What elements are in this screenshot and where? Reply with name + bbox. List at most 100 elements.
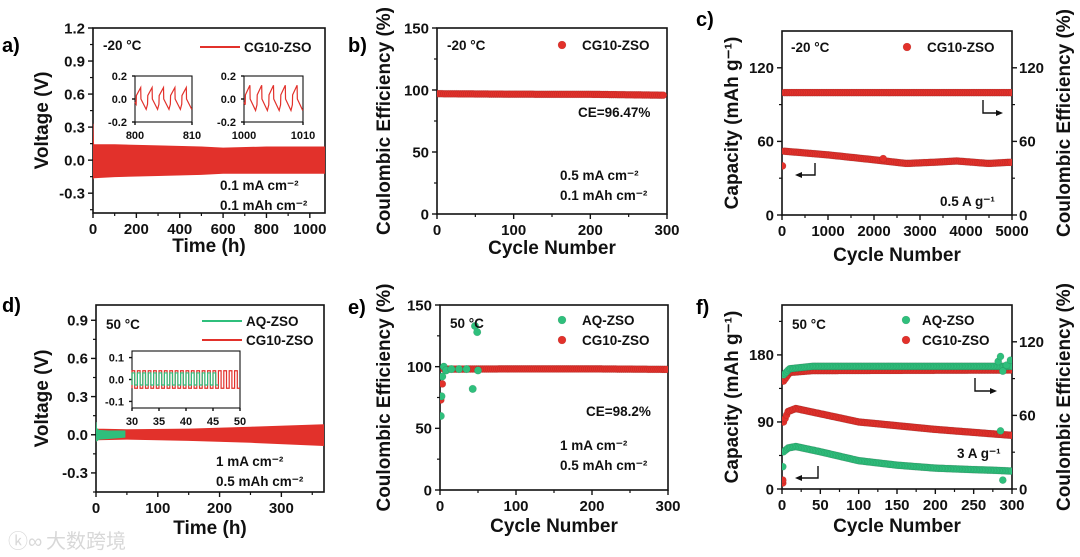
data-point-aq (462, 365, 471, 374)
y-axis-title: Capacity (mAh g⁻¹) (722, 37, 743, 210)
y-tick-label: 0 (424, 482, 432, 499)
x-axis-title: Cycle Number (833, 245, 961, 266)
legend-item: AQ-ZSO (901, 313, 975, 328)
x-tick-label: 200 (207, 500, 232, 517)
panel-a: a) 0 200 400 600 800 1000 -0.3 0.0 0.3 0.6 0.9 1.2 Vo… (2, 20, 327, 257)
x-tick-label: 200 (578, 222, 603, 239)
x-tick-label: 35 (153, 416, 165, 428)
data-point-aq (1006, 356, 1012, 365)
x-tick-label: 810 (183, 130, 201, 142)
panel-label: c) (696, 9, 714, 31)
y-tick-label: -0.3 (59, 185, 85, 202)
x-axis-title: Cycle Number (833, 516, 961, 537)
annotation: 0.5 mA cm⁻² (560, 168, 639, 183)
annotation: 50 °C (450, 316, 484, 331)
y-tick-label: 0.9 (64, 53, 85, 70)
annotation: 0.1 mAh cm⁻² (560, 188, 648, 203)
x-tick-label: 1000 (293, 221, 326, 238)
legend-label: AQ-ZSO (582, 313, 635, 328)
data-point-cg10 (1007, 158, 1012, 167)
x-tick-label: 0 (436, 498, 444, 515)
legend-label: CG10-ZSO (244, 40, 312, 55)
data-point-aq (998, 476, 1007, 484)
data-point-aq (447, 365, 456, 374)
data-point-aq (1002, 361, 1011, 369)
x-tick-label: 400 (167, 221, 192, 238)
legend-item: CG10-ZSO (200, 40, 312, 55)
left-axis-arrow-icon (801, 466, 819, 479)
right-axis-arrow-icon (982, 100, 997, 114)
y2-tick-label: 120 (1019, 60, 1044, 77)
y-tick-label: -0.3 (62, 465, 88, 482)
x-tick-label: 4000 (949, 223, 982, 240)
x-tick-label: 300 (269, 500, 294, 517)
data-point-cg10 (659, 91, 667, 100)
arrowhead-icon (795, 172, 802, 178)
y-tick-label: 0.0 (64, 152, 85, 169)
y-tick-label: 60 (757, 134, 774, 151)
x-tick-label: 0 (89, 221, 97, 238)
y-tick-label: 0 (766, 207, 774, 224)
voltage-band-cg10 (93, 123, 325, 180)
x-tick-label: 200 (923, 497, 948, 514)
y-tick-label: 0.0 (221, 94, 236, 106)
y-axis-title: Capacity (mAh g⁻¹) (722, 311, 743, 484)
panel-c: c)0 1000 2000 3000 4000 5000060120060120Capac… (696, 9, 1075, 266)
legend-label: CG10-ZSO (582, 38, 650, 53)
x-tick-label: 0 (92, 500, 100, 517)
inset-chart: 1000 1010 -0.2 0.0 0.2 (217, 71, 315, 142)
data-point-aq (468, 384, 477, 394)
panel-f: f)0 50 100 150 200 250 300090180060120Capacity… (696, 283, 1075, 537)
x-tick-label: 0 (778, 497, 786, 514)
y-tick-label: -0.1 (105, 396, 124, 408)
data-point-cg10 (662, 365, 668, 374)
panel-label: a) (2, 35, 20, 57)
x-tick-label: 200 (124, 221, 149, 238)
y2-axis-title: Coulombic Efficiency (%) (1054, 283, 1075, 511)
inset-trace-cg10 (134, 85, 193, 112)
x-tick-label: 3000 (903, 223, 936, 240)
x-tick-label: 300 (655, 498, 680, 515)
plot-area (437, 89, 667, 100)
y-tick-label: 0.0 (112, 94, 127, 106)
y-axis-title: Voltage (V) (32, 350, 53, 448)
x-tick-label: 300 (654, 222, 679, 239)
y-axis-title: Coulombic Efficiency (%) (374, 7, 395, 235)
legend-item: AQ-ZSO (557, 313, 635, 328)
x-tick-label: 100 (846, 497, 871, 514)
y-tick-label: 100 (404, 82, 429, 99)
annotation: 0.5 mAh cm⁻² (560, 458, 648, 473)
data-point-aq (473, 328, 482, 337)
y-tick-label: -0.2 (217, 117, 236, 129)
x-tick-label: 40 (180, 416, 192, 428)
y-tick-label: 90 (757, 414, 774, 431)
x-tick-label: 0 (778, 223, 786, 240)
annotation: CE=98.2% (586, 404, 651, 419)
y2-tick-label: 120 (1019, 334, 1044, 351)
annotation: CE=96.47% (578, 105, 650, 120)
x-axis-title: Time (h) (173, 518, 247, 539)
data-point-aq (782, 462, 787, 471)
legend-label: CG10-ZSO (927, 40, 995, 55)
watermark: ⓚ∞ 大数跨境 (8, 530, 126, 553)
y-tick-label: 1.2 (64, 20, 85, 37)
y-tick-label: 0.0 (67, 427, 88, 444)
y-tick-label: 50 (412, 144, 429, 161)
data-point-aq (440, 411, 445, 421)
legend-item: AQ-ZSO (202, 314, 299, 329)
x-tick-label: 1010 (291, 130, 315, 142)
y-tick-label: 0.3 (67, 389, 88, 406)
data-point-cg10 (1008, 431, 1012, 440)
y-tick-label: 0.2 (112, 71, 127, 83)
x-tick-label: 150 (884, 497, 909, 514)
legend-item: CG10-ZSO (901, 333, 990, 348)
data-point-cg10 (1008, 88, 1012, 97)
annotation: 0.1 mAh cm⁻² (220, 198, 308, 213)
y-tick-label: 0 (421, 206, 429, 223)
y2-tick-label: 60 (1019, 408, 1036, 425)
panel-label: f) (696, 297, 709, 319)
annotation: 50 °C (792, 317, 826, 332)
legend-label: CG10-ZSO (582, 333, 650, 348)
plot-area (440, 321, 668, 421)
inset-trace-cg10 (243, 84, 304, 113)
